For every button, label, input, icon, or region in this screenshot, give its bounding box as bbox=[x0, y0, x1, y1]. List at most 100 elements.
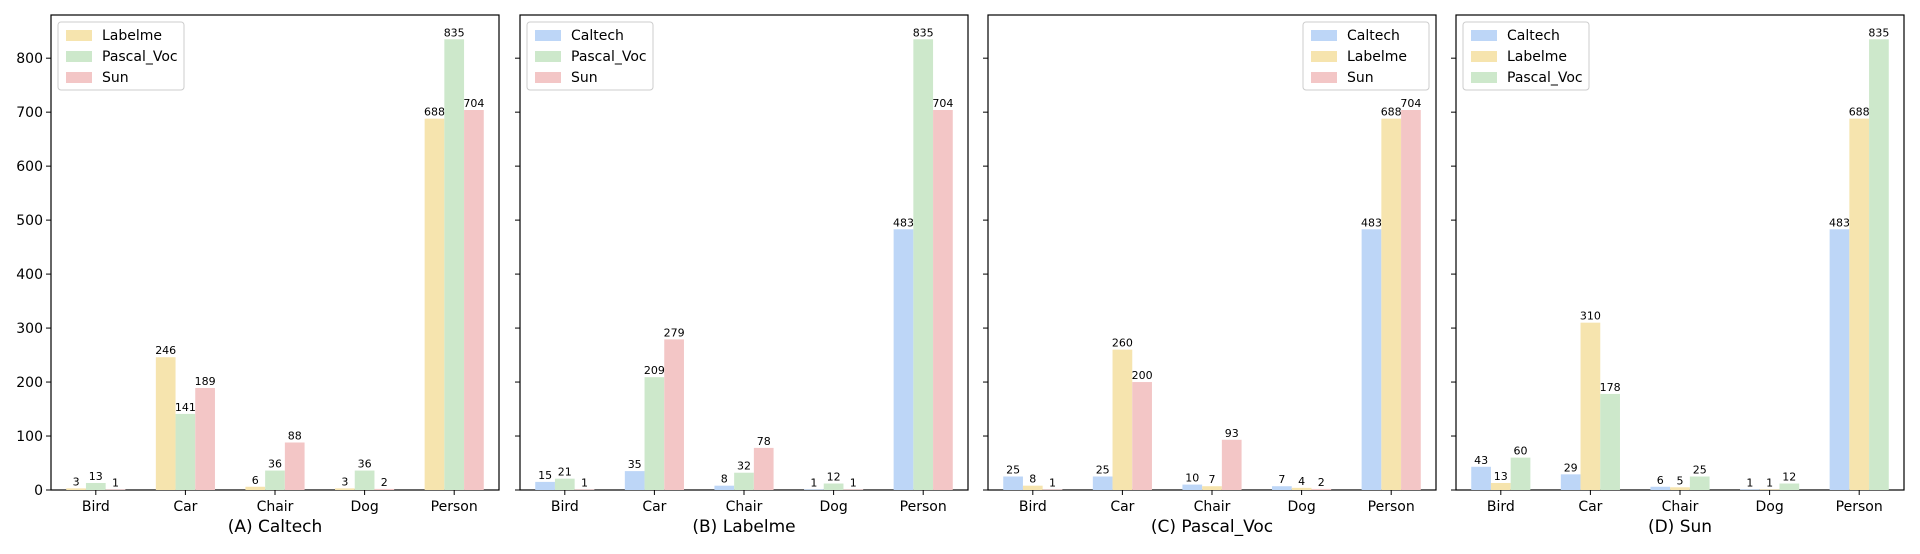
bar bbox=[1869, 39, 1889, 491]
x-tick-label: Bird bbox=[1019, 499, 1047, 515]
legend-entry: Sun bbox=[571, 70, 598, 86]
bar bbox=[1849, 118, 1870, 491]
bar-value-label: 6 bbox=[252, 474, 259, 487]
y-tick-label: 100 bbox=[16, 429, 43, 445]
x-tick-label: Dog bbox=[1287, 499, 1315, 515]
bar bbox=[1132, 382, 1152, 490]
x-tick-label: Car bbox=[642, 499, 666, 515]
legend-entry: Labelme bbox=[102, 28, 162, 44]
y-tick-label: 600 bbox=[16, 159, 43, 175]
y-tick-label: 0 bbox=[34, 483, 43, 499]
bar bbox=[1401, 110, 1421, 490]
bar-value-label: 483 bbox=[1361, 216, 1382, 229]
bar bbox=[913, 39, 934, 491]
bar-value-label: 7 bbox=[1209, 473, 1216, 486]
bar-value-label: 60 bbox=[1514, 445, 1528, 458]
bar bbox=[1670, 487, 1690, 490]
x-tick-label: Person bbox=[900, 499, 947, 515]
bar-value-label: 25 bbox=[1693, 464, 1707, 477]
bar-value-label: 3 bbox=[73, 475, 80, 488]
bar-value-label: 21 bbox=[558, 466, 572, 479]
legend-swatch bbox=[1471, 51, 1497, 62]
bar bbox=[1490, 482, 1511, 490]
bar bbox=[1689, 476, 1710, 490]
legend-entry: Sun bbox=[102, 70, 129, 86]
bar-value-label: 29 bbox=[1564, 461, 1578, 474]
legend-entry: Pascal_Voc bbox=[102, 49, 178, 65]
bar bbox=[664, 339, 684, 490]
bar-value-label: 5 bbox=[1677, 474, 1684, 487]
bar-value-label: 835 bbox=[444, 26, 465, 39]
bar-value-label: 200 bbox=[1132, 369, 1153, 382]
y-tick-label: 400 bbox=[16, 267, 43, 283]
bar-value-label: 43 bbox=[1474, 454, 1488, 467]
bar bbox=[1291, 487, 1312, 490]
bar-value-label: 36 bbox=[268, 458, 282, 471]
bar-value-label: 178 bbox=[1600, 381, 1621, 394]
x-tick-label: Person bbox=[1368, 499, 1415, 515]
bar-value-label: 1 bbox=[850, 476, 857, 489]
bar-value-label: 1 bbox=[112, 476, 119, 489]
x-axis-label: (C) Pascal_Voc bbox=[1151, 517, 1273, 537]
bar-value-label: 688 bbox=[424, 106, 445, 119]
bar bbox=[335, 488, 355, 490]
bar-value-label: 688 bbox=[1381, 106, 1402, 119]
bar bbox=[175, 413, 196, 490]
bar bbox=[843, 489, 864, 490]
x-tick-label: Chair bbox=[1662, 499, 1699, 515]
bar-value-label: 36 bbox=[358, 458, 372, 471]
legend-swatch bbox=[66, 72, 92, 83]
bar-value-label: 8 bbox=[1029, 473, 1036, 486]
bar bbox=[245, 486, 266, 490]
bar bbox=[195, 387, 215, 490]
bar-value-label: 835 bbox=[913, 26, 934, 39]
x-tick-label: Person bbox=[431, 499, 478, 515]
bar bbox=[155, 357, 176, 490]
legend: Labelme Pascal_Voc Sun bbox=[57, 21, 185, 91]
bar bbox=[1221, 439, 1242, 490]
x-axis-label: (D) Sun bbox=[1648, 517, 1712, 537]
bar bbox=[1759, 489, 1780, 490]
bar bbox=[354, 470, 375, 490]
bar-value-label: 704 bbox=[1400, 97, 1421, 110]
bar-value-label: 13 bbox=[1494, 470, 1508, 483]
bar-value-label: 1 bbox=[1766, 476, 1773, 489]
bar-value-label: 2 bbox=[1318, 476, 1325, 489]
x-tick-label: Chair bbox=[726, 499, 763, 515]
bar-value-label: 13 bbox=[89, 470, 103, 483]
bar bbox=[1829, 229, 1850, 490]
legend-entry: Labelme bbox=[1507, 49, 1567, 65]
bar bbox=[374, 488, 395, 490]
legend-swatch bbox=[535, 51, 561, 62]
bar-value-label: 15 bbox=[538, 469, 552, 482]
bar bbox=[893, 229, 914, 490]
x-tick-label: Car bbox=[173, 499, 197, 515]
legend-entry: Pascal_Voc bbox=[571, 49, 647, 65]
legend-swatch bbox=[535, 30, 561, 41]
bar bbox=[444, 39, 465, 491]
bar-value-label: 209 bbox=[644, 364, 665, 377]
bar-value-label: 1 bbox=[581, 476, 588, 489]
x-tick-label: Chair bbox=[1194, 499, 1231, 515]
legend: Caltech Labelme Sun bbox=[1302, 21, 1430, 91]
bar bbox=[1580, 322, 1601, 490]
bar-value-label: 8 bbox=[721, 473, 728, 486]
x-tick-label: Chair bbox=[257, 499, 294, 515]
bar bbox=[804, 489, 824, 490]
bar bbox=[753, 447, 774, 490]
bar bbox=[66, 488, 86, 490]
bar bbox=[1311, 488, 1332, 490]
bar bbox=[574, 489, 595, 490]
x-tick-label: Dog bbox=[819, 499, 847, 515]
legend-entry: Sun bbox=[1347, 70, 1374, 86]
bar-value-label: 688 bbox=[1849, 106, 1870, 119]
bar bbox=[1560, 474, 1581, 490]
x-tick-label: Bird bbox=[551, 499, 579, 515]
x-tick-label: Bird bbox=[1487, 499, 1515, 515]
bar-value-label: 88 bbox=[288, 430, 302, 443]
bar-value-label: 3 bbox=[341, 475, 348, 488]
x-tick-label: Person bbox=[1836, 499, 1883, 515]
bar bbox=[714, 485, 735, 490]
